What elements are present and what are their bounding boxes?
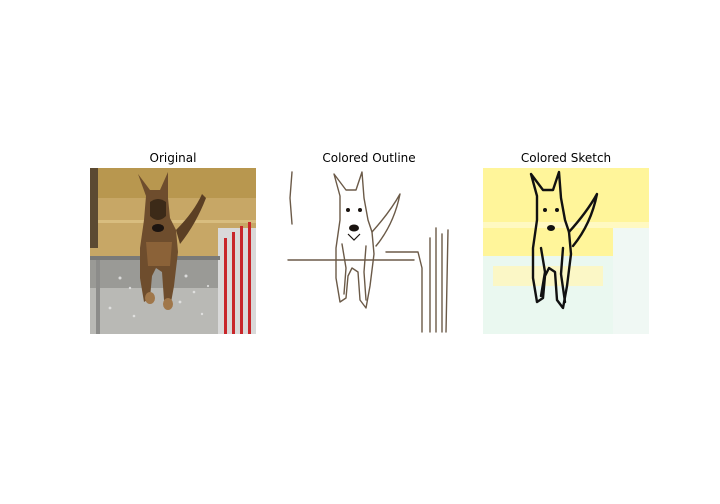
colored-outline-image bbox=[286, 168, 452, 334]
panel-title-colored-sketch: Colored Sketch bbox=[520, 151, 612, 165]
colored-sketch-image bbox=[483, 168, 649, 334]
original-photo bbox=[90, 168, 256, 334]
panel-title-original: Original bbox=[149, 151, 197, 165]
panel-title-colored-outline: Colored Outline bbox=[322, 151, 416, 165]
